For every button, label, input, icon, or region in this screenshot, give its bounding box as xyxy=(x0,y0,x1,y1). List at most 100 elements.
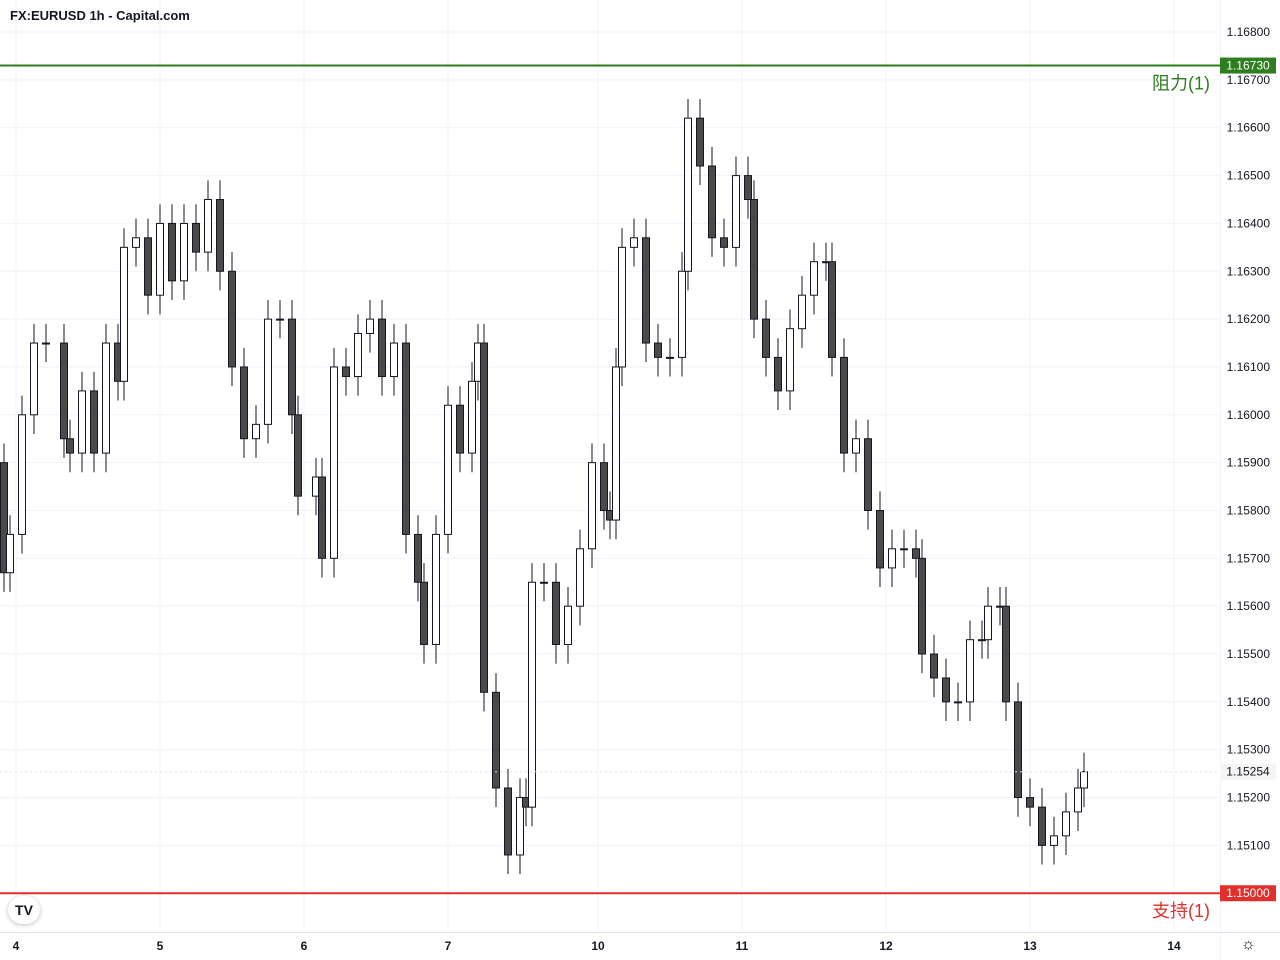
candle[interactable] xyxy=(6,533,14,574)
candle[interactable] xyxy=(0,462,8,574)
candle[interactable] xyxy=(342,366,350,378)
candle[interactable] xyxy=(540,581,548,584)
tradingview-logo[interactable]: TV xyxy=(8,896,40,924)
candle[interactable] xyxy=(696,117,704,167)
candle[interactable] xyxy=(1062,811,1070,837)
candle[interactable] xyxy=(708,165,716,239)
candle[interactable] xyxy=(366,318,374,334)
candle[interactable] xyxy=(1014,701,1022,799)
candle[interactable] xyxy=(612,366,620,521)
candle[interactable] xyxy=(276,318,284,321)
candle[interactable] xyxy=(864,438,872,511)
candle[interactable] xyxy=(318,476,326,559)
candle[interactable] xyxy=(456,404,464,454)
candle[interactable] xyxy=(774,356,782,392)
candle[interactable] xyxy=(168,222,176,282)
candle[interactable] xyxy=(120,246,128,382)
candle[interactable] xyxy=(720,237,728,248)
candle[interactable] xyxy=(744,175,752,201)
candle[interactable] xyxy=(420,581,428,645)
candle[interactable] xyxy=(984,605,992,641)
candle[interactable] xyxy=(432,533,440,645)
candle[interactable] xyxy=(666,356,674,359)
candle[interactable] xyxy=(156,222,164,296)
candle[interactable] xyxy=(264,318,272,425)
candle[interactable] xyxy=(132,237,140,248)
candle[interactable] xyxy=(810,261,818,296)
candle[interactable] xyxy=(1050,835,1058,846)
candle[interactable] xyxy=(516,797,524,856)
current-price-badge xyxy=(1220,763,1276,780)
candle[interactable] xyxy=(552,581,560,645)
candle[interactable] xyxy=(876,509,884,569)
candle[interactable] xyxy=(66,438,74,454)
candle[interactable] xyxy=(912,548,920,559)
candle[interactable] xyxy=(390,342,398,378)
candle[interactable] xyxy=(144,237,152,296)
candle[interactable] xyxy=(1026,797,1034,808)
candle[interactable] xyxy=(732,175,740,248)
candle[interactable] xyxy=(840,356,848,454)
candle[interactable] xyxy=(978,639,986,642)
candle[interactable] xyxy=(30,342,38,416)
candle[interactable] xyxy=(240,366,248,440)
candle[interactable] xyxy=(600,462,608,511)
candle[interactable] xyxy=(252,423,260,440)
candle[interactable] xyxy=(888,548,896,569)
candle[interactable] xyxy=(402,342,410,535)
settings-icon[interactable]: ☼ xyxy=(1241,936,1256,953)
candle[interactable] xyxy=(60,342,68,440)
candle[interactable] xyxy=(414,533,422,583)
level-price-badge xyxy=(1220,885,1276,902)
candle[interactable] xyxy=(630,237,638,248)
candle[interactable] xyxy=(228,270,236,368)
candle[interactable] xyxy=(654,342,662,358)
candle[interactable] xyxy=(90,390,98,454)
candle[interactable] xyxy=(684,117,692,272)
x-tick-label: 10 xyxy=(591,939,605,953)
candle[interactable] xyxy=(642,237,650,344)
candle[interactable] xyxy=(954,701,962,704)
candle[interactable] xyxy=(762,318,770,358)
candle[interactable] xyxy=(18,414,26,535)
candle[interactable] xyxy=(1074,787,1082,813)
candle[interactable] xyxy=(1038,806,1046,846)
candle[interactable] xyxy=(798,294,806,330)
candle[interactable] xyxy=(504,787,512,856)
candle[interactable] xyxy=(216,199,224,272)
candle[interactable] xyxy=(678,270,686,358)
candle[interactable] xyxy=(930,653,938,679)
candle[interactable] xyxy=(942,677,950,703)
candle[interactable] xyxy=(480,342,488,693)
candle[interactable] xyxy=(786,328,794,392)
candle[interactable] xyxy=(492,691,500,789)
candle[interactable] xyxy=(852,438,860,454)
candle[interactable] xyxy=(468,380,476,454)
candle[interactable] xyxy=(354,332,362,378)
candle[interactable] xyxy=(588,462,596,550)
candle[interactable] xyxy=(828,261,836,358)
candle[interactable] xyxy=(180,222,188,282)
candle[interactable] xyxy=(900,548,908,551)
candle[interactable] xyxy=(330,366,338,559)
candle[interactable] xyxy=(564,605,572,645)
candle[interactable] xyxy=(444,404,452,535)
candle[interactable] xyxy=(42,342,50,345)
candle[interactable] xyxy=(378,318,386,378)
candle[interactable] xyxy=(528,581,536,808)
candle[interactable] xyxy=(78,390,86,454)
candle[interactable] xyxy=(1080,771,1088,789)
candle[interactable] xyxy=(192,222,200,253)
candle[interactable] xyxy=(576,548,584,607)
candle[interactable] xyxy=(294,414,302,497)
candle[interactable] xyxy=(918,557,926,655)
candle[interactable] xyxy=(204,199,212,253)
candle[interactable] xyxy=(1002,605,1010,703)
candle[interactable] xyxy=(288,318,296,416)
candle[interactable] xyxy=(102,342,110,454)
candle[interactable] xyxy=(966,639,974,703)
candle[interactable] xyxy=(750,199,758,320)
candle[interactable] xyxy=(618,246,626,368)
